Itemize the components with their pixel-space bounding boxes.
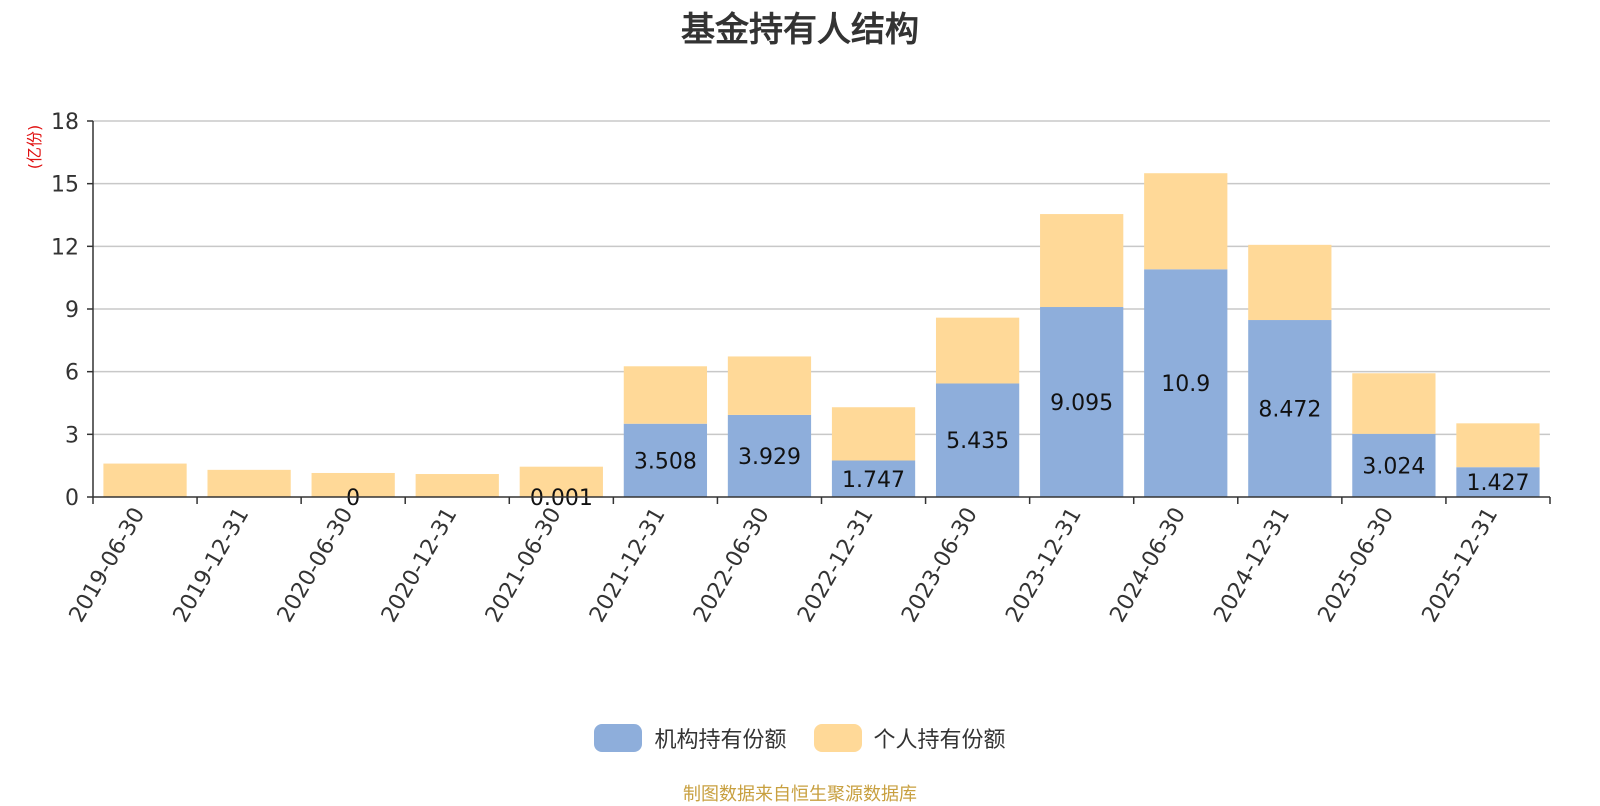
legend-item-institutional[interactable]: 机构持有份额 xyxy=(594,722,786,754)
legend-swatch-individual xyxy=(814,724,862,752)
data-label-institutional-2021-06-30: 0.001 xyxy=(530,486,593,511)
y-tick-label-4: 12 xyxy=(51,235,79,260)
data-label-institutional-2024-06-30: 10.9 xyxy=(1161,372,1210,397)
source-note: 制图数据来自恒生聚源数据库 xyxy=(0,780,1600,806)
x-tick-label-2025-12-31: 2025-12-31 xyxy=(1418,504,1504,627)
legend-label-institutional: 机构持有份额 xyxy=(654,722,786,754)
x-tick-label-2024-12-31: 2024-12-31 xyxy=(1209,504,1295,627)
x-tick-label-2024-06-30: 2024-06-30 xyxy=(1105,504,1191,627)
x-tick-label-2020-12-31: 2020-12-31 xyxy=(377,504,463,627)
bar-individual-2019-06-30 xyxy=(103,464,186,497)
data-label-institutional-2021-12-31: 3.508 xyxy=(634,449,697,474)
bar-individual-2024-12-31 xyxy=(1248,245,1331,320)
data-label-institutional-2025-12-31: 1.427 xyxy=(1466,471,1529,496)
x-tick-label-2023-12-31: 2023-12-31 xyxy=(1001,504,1087,627)
data-label-institutional-2023-12-31: 9.095 xyxy=(1050,391,1113,416)
bar-individual-2019-12-31 xyxy=(207,470,290,497)
data-label-institutional-2024-12-31: 8.472 xyxy=(1258,398,1321,423)
data-label-institutional-2020-06-30: 0 xyxy=(346,486,360,511)
legend-label-individual: 个人持有份额 xyxy=(874,722,1006,754)
data-label-institutional-2022-12-31: 1.747 xyxy=(842,468,905,493)
bar-individual-2024-06-30 xyxy=(1144,173,1227,269)
x-tick-label-2021-06-30: 2021-06-30 xyxy=(481,504,567,627)
bar-individual-2022-06-30 xyxy=(728,356,811,414)
legend: 机构持有份额 个人持有份额 xyxy=(0,722,1600,758)
x-tick-label-2023-06-30: 2023-06-30 xyxy=(897,504,983,627)
legend-item-individual[interactable]: 个人持有份额 xyxy=(814,722,1006,754)
y-tick-label-1: 3 xyxy=(65,423,79,448)
y-tick-label-3: 9 xyxy=(65,298,79,323)
y-tick-label-5: 15 xyxy=(51,173,79,198)
bar-individual-2023-12-31 xyxy=(1040,214,1123,307)
x-tick-label-2019-06-30: 2019-06-30 xyxy=(65,504,151,627)
bar-individual-2020-12-31 xyxy=(416,474,499,497)
x-tick-label-2022-12-31: 2022-12-31 xyxy=(793,504,879,627)
x-tick-label-2021-12-31: 2021-12-31 xyxy=(585,504,671,627)
y-tick-label-0: 0 xyxy=(65,486,79,511)
data-label-institutional-2023-06-30: 5.435 xyxy=(946,429,1009,454)
bar-individual-2025-06-30 xyxy=(1352,373,1435,434)
x-tick-label-2022-06-30: 2022-06-30 xyxy=(689,504,775,627)
y-tick-label-2: 6 xyxy=(65,361,79,386)
x-tick-label-2019-12-31: 2019-12-31 xyxy=(169,504,255,627)
bar-individual-2022-12-31 xyxy=(832,407,915,460)
bar-individual-2025-12-31 xyxy=(1456,423,1539,467)
x-tick-label-2025-06-30: 2025-06-30 xyxy=(1314,504,1400,627)
y-tick-label-6: 18 xyxy=(51,110,79,135)
data-label-institutional-2025-06-30: 3.024 xyxy=(1362,454,1425,479)
data-label-institutional-2022-06-30: 3.929 xyxy=(738,445,801,470)
bar-individual-2023-06-30 xyxy=(936,318,1019,384)
x-tick-label-2020-06-30: 2020-06-30 xyxy=(273,504,359,627)
legend-swatch-institutional xyxy=(594,724,642,752)
bar-individual-2021-12-31 xyxy=(624,366,707,423)
